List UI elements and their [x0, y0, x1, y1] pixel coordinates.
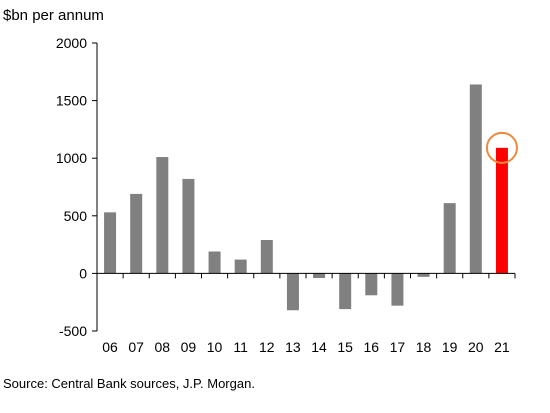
- y-axis-unit-label: $bn per annum: [3, 7, 104, 24]
- x-tick-label-13: 13: [285, 339, 301, 355]
- x-tick-label-10: 10: [207, 339, 223, 355]
- source-note: Source: Central Bank sources, J.P. Morga…: [3, 376, 255, 391]
- y-tick-label: 500: [64, 208, 88, 224]
- bar-13: [286, 273, 299, 311]
- bar-21: [495, 147, 508, 274]
- bar-06: [104, 212, 117, 274]
- bar-12: [260, 239, 273, 274]
- bar-20: [469, 84, 482, 274]
- bar-07: [130, 193, 143, 274]
- x-tick-label-08: 08: [155, 339, 171, 355]
- highlight-circle: [485, 131, 518, 164]
- x-tick-label-09: 09: [181, 339, 197, 355]
- annotation-group: [485, 131, 518, 164]
- y-tick-label: 2000: [56, 35, 87, 51]
- bar-11: [234, 259, 247, 274]
- bar-17: [391, 273, 404, 306]
- x-tick-label-20: 20: [468, 339, 484, 355]
- x-tick-label-17: 17: [390, 339, 406, 355]
- x-tick-label-14: 14: [311, 339, 327, 355]
- y-ticks-group: 2000 1500 1000 500 0 -500: [56, 35, 97, 339]
- y-tick-label: 0: [79, 265, 87, 281]
- x-tick-label-16: 16: [364, 339, 380, 355]
- y-tick-label: -500: [59, 323, 87, 339]
- x-tick-label-18: 18: [416, 339, 432, 355]
- x-ticks-group: 06 07 08 09 10 11 12 13 14 15 16 17 18 19 20 21: [96, 273, 516, 355]
- x-tick-label-15: 15: [337, 339, 353, 355]
- bar-18: [417, 273, 430, 277]
- bar-09: [182, 178, 195, 274]
- x-tick-label-06: 06: [102, 339, 118, 355]
- bar-16: [365, 273, 378, 296]
- bar-19: [443, 203, 456, 274]
- x-tick-label-12: 12: [259, 339, 275, 355]
- bars-group: [104, 84, 508, 311]
- x-tick-label-19: 19: [442, 339, 458, 355]
- bar-08: [156, 157, 169, 274]
- y-tick-label: 1000: [56, 150, 87, 166]
- y-tick-label: 1500: [56, 93, 87, 109]
- x-tick-label-07: 07: [128, 339, 144, 355]
- bar-14: [313, 273, 326, 279]
- bar-10: [208, 251, 221, 274]
- bar-15: [339, 273, 352, 310]
- x-tick-label-21: 21: [494, 339, 510, 355]
- x-tick-label-11: 11: [233, 339, 248, 355]
